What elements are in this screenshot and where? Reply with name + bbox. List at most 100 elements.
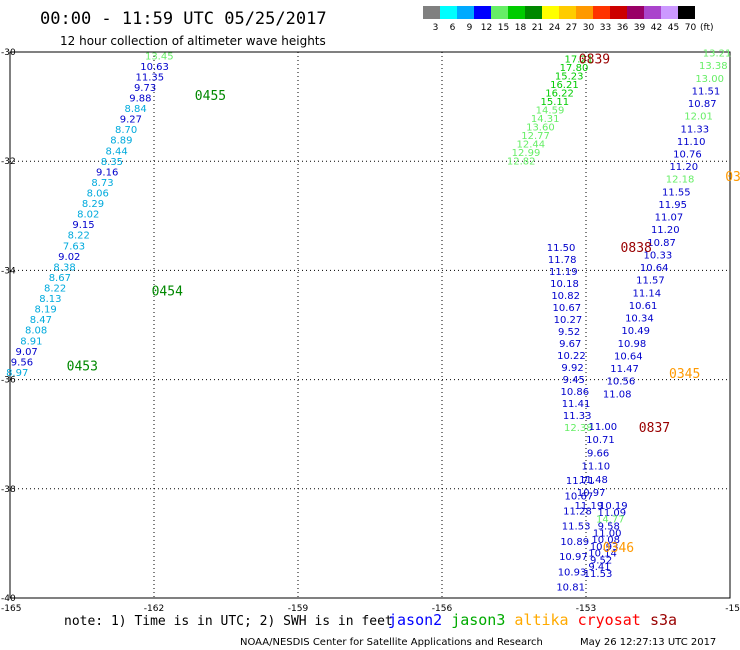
satellite-name: jason2	[388, 611, 442, 629]
wave-height-label: 11.55	[662, 187, 691, 198]
wave-height-label: 9.58	[598, 521, 620, 532]
wave-height-label: 10.56	[607, 377, 636, 388]
wave-height-label: 11.19	[549, 267, 578, 278]
wave-height-label: 10.63	[140, 62, 169, 73]
plot-frame	[9, 51, 731, 599]
timestamp-text: May 26 12:27:13 UTC 2017	[580, 637, 716, 648]
wave-height-label: 10.67	[552, 303, 581, 314]
y-tick-label: -30	[1, 48, 16, 58]
wave-height-label: 10.49	[621, 326, 650, 337]
legend-swatch	[525, 6, 542, 19]
footer-note: note: 1) Time is in UTC; 2) SWH is in fe…	[64, 614, 393, 629]
legend-label: 24	[549, 23, 561, 33]
wave-height-label: 8.47	[30, 315, 52, 326]
wave-height-label: 9.52	[558, 327, 580, 338]
wave-height-label: 11.00	[593, 528, 622, 539]
wave-height-label: 17.21	[564, 55, 593, 66]
wave-height-label: 12.18	[666, 175, 695, 186]
x-tick-label: -15	[725, 604, 740, 614]
wave-height-label: 8.97	[6, 368, 28, 379]
wave-height-label: 8.19	[34, 305, 56, 316]
pass-time-label: 0453	[67, 359, 98, 374]
wave-height-label: 13.21	[703, 49, 732, 60]
wave-height-label: 12.38	[564, 423, 593, 434]
wave-height-label: 8.08	[25, 326, 47, 337]
wave-height-label: 11.20	[651, 225, 680, 236]
wave-height-label: 8.70	[115, 125, 137, 136]
wave-height-label: 17.80	[560, 63, 589, 74]
satellite-name: s3a	[650, 611, 677, 629]
legend-label: 33	[600, 23, 611, 33]
legend-swatch	[542, 6, 559, 19]
wave-height-label: 9.56	[11, 357, 33, 368]
pass-time-labels: 0455 0454 0453 0839 0838 0837 0345 0344 0346	[67, 53, 740, 557]
wave-height-label: 10.71	[586, 435, 615, 446]
wave-height-label: 10.87	[688, 99, 717, 110]
wave-height-label: 10.98	[618, 339, 647, 350]
wave-height-label: 10.89	[560, 537, 589, 548]
wave-height-label: 13.60	[526, 123, 555, 134]
wave-height-label: 10.97	[559, 552, 588, 563]
wave-height-label: 14.77	[596, 515, 625, 526]
legend-label: 12	[481, 23, 492, 33]
satellite-name: jason3	[451, 611, 505, 629]
legend-label: 21	[532, 23, 543, 33]
legend-swatch	[644, 6, 661, 19]
wave-height-label: 11.51	[692, 86, 721, 97]
wave-height-label: 9.88	[129, 94, 151, 105]
wave-height-label: 10.19	[599, 501, 628, 512]
wave-height-label: 14.59	[536, 106, 565, 117]
legend-unit: (ft)	[700, 23, 714, 33]
legend-label: 42	[651, 23, 662, 33]
wave-height-label: 11.53	[562, 522, 591, 533]
legend-swatch	[678, 6, 695, 19]
wave-height-label: 9.45	[563, 375, 585, 386]
wave-height-label: 8.06	[87, 189, 109, 200]
wave-height-label: 11.78	[548, 255, 577, 266]
wave-height-label: 10.08	[591, 535, 620, 546]
pass-time-label: 0455	[195, 89, 226, 104]
wave-height-label: 9.66	[587, 448, 609, 459]
satellite-legend: jason2 jason3 altika cryosat s3a	[388, 611, 677, 629]
x-tick-label: -165	[1, 604, 21, 614]
wave-height-label: 13.45	[145, 51, 174, 62]
wave-height-label: 11.41	[562, 399, 591, 410]
legend-swatch	[457, 6, 474, 19]
legend-swatch	[576, 6, 593, 19]
y-tick-label: -32	[1, 157, 16, 167]
y-tick-label: -36	[1, 376, 16, 386]
y-tick-label: -34	[1, 266, 16, 276]
wave-height-label: 11.10	[582, 462, 611, 473]
wave-height-label: 11.53	[584, 569, 613, 580]
wave-height-label: 8.67	[49, 273, 71, 284]
wave-height-label: 11.35	[135, 72, 164, 83]
pass-time-label: 0837	[639, 421, 670, 436]
wave-height-label: 8.38	[53, 262, 75, 273]
wave-height-label: 8.89	[110, 136, 132, 147]
x-tick-label: -153	[576, 604, 596, 614]
wave-height-label: 8.02	[77, 210, 99, 221]
y-tick-label: -40	[1, 594, 16, 604]
chart-title: 00:00 - 11:59 UTC 05/25/2017	[40, 9, 327, 29]
wave-height-label: 9.07	[16, 347, 38, 358]
wave-height-label: 11.50	[547, 243, 576, 254]
pass-time-label: 0346	[603, 541, 634, 556]
legend-label: 27	[566, 23, 577, 33]
wave-height-label: 10.34	[625, 314, 654, 325]
wave-height-label: 9.52	[590, 555, 612, 566]
pass-time-label: 0839	[579, 53, 610, 68]
wave-height-label: 10.64	[614, 351, 643, 362]
wave-height-label: 11.10	[677, 137, 706, 148]
wave-height-label: 15.11	[540, 97, 569, 108]
y-tick-label: -38	[1, 485, 16, 495]
wave-height-label: 10.18	[550, 279, 579, 290]
wave-height-label: 11.09	[598, 508, 627, 519]
wave-height-label: 9.02	[58, 252, 80, 263]
x-tick-label: -156	[432, 604, 453, 614]
wave-height-label: 8.22	[44, 284, 66, 295]
wave-height-label: 11.07	[655, 213, 684, 224]
wave-height-label: 11.57	[636, 276, 665, 287]
wave-height-label: 10.82	[551, 291, 580, 302]
legend-swatch	[593, 6, 610, 19]
